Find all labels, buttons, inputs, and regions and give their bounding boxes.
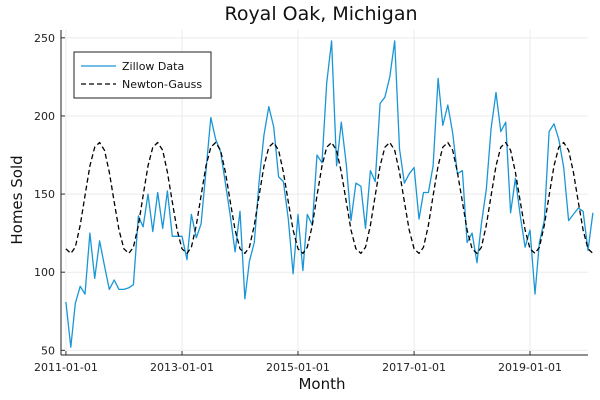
- axes: [60, 30, 588, 356]
- legend: Zillow Data Newton-Gauss: [73, 51, 212, 99]
- chart-title: Royal Oak, Michigan: [224, 3, 417, 25]
- x-tick-label: 2015-01-01: [266, 361, 330, 374]
- y-tick-label: 200: [34, 110, 55, 123]
- plot-area: [65, 40, 594, 348]
- x-tick-label: 2011-01-01: [34, 361, 98, 374]
- series-line-newton-gauss: [65, 141, 594, 255]
- grid-lines: [61, 30, 588, 355]
- series-line-zillow-data: [65, 40, 594, 348]
- legend-box: [73, 51, 212, 99]
- legend-label-zillow: Zillow Data: [122, 60, 184, 73]
- x-tick-label: 2013-01-01: [150, 361, 214, 374]
- x-tick-label: 2017-01-01: [382, 361, 446, 374]
- tick-labels: 2011-01-01 2013-01-01 2015-01-01 2017-01-01…: [34, 32, 562, 374]
- legend-label-newton-gauss: Newton-Gauss: [122, 78, 202, 91]
- y-tick-label: 50: [41, 344, 55, 357]
- y-tick-label: 250: [34, 32, 55, 45]
- y-axis-label: Homes Sold: [8, 155, 26, 244]
- y-tick-label: 150: [34, 188, 55, 201]
- x-axis-label: Month: [298, 375, 345, 393]
- x-tick-label: 2019-01-01: [498, 361, 562, 374]
- y-tick-label: 100: [34, 266, 55, 279]
